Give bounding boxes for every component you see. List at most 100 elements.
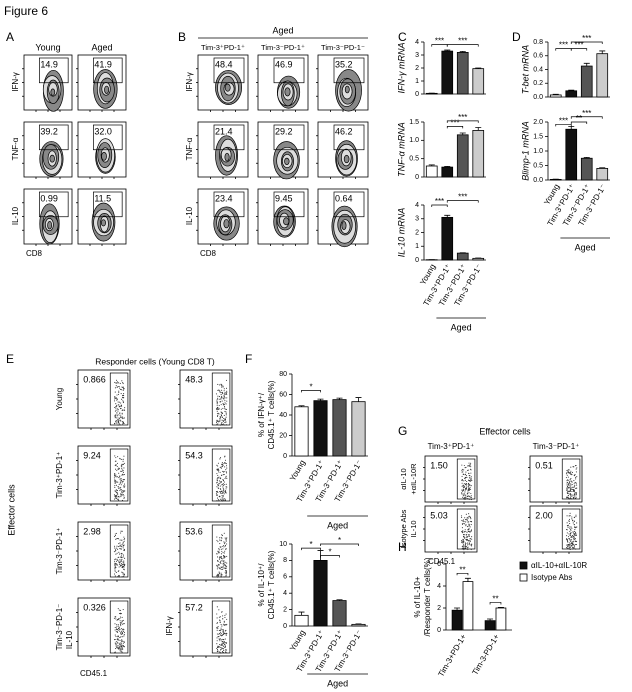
event-dot bbox=[226, 623, 228, 626]
event-dot bbox=[221, 416, 223, 418]
panel-label: F bbox=[245, 352, 252, 366]
event-dot bbox=[121, 558, 123, 560]
significance: *** bbox=[450, 119, 459, 128]
significance-bracket bbox=[555, 123, 572, 127]
event-dot bbox=[114, 638, 116, 641]
event-dot bbox=[572, 488, 574, 490]
event-dot bbox=[218, 564, 220, 566]
event-dot bbox=[463, 489, 465, 491]
event-dot bbox=[115, 626, 117, 628]
event-dot bbox=[470, 462, 472, 464]
x-tick-label: Tim-3+PD-1+ bbox=[436, 632, 468, 678]
event-dot bbox=[465, 525, 467, 527]
event-dot bbox=[216, 479, 218, 481]
gate-value: 23.4 bbox=[215, 193, 233, 203]
event-dot bbox=[568, 472, 570, 474]
event-dot bbox=[220, 566, 222, 568]
event-dot bbox=[464, 496, 466, 498]
event-dot bbox=[219, 634, 221, 636]
event-dot bbox=[466, 539, 468, 542]
event-dot bbox=[463, 531, 465, 533]
event-dot bbox=[221, 484, 223, 486]
gate-value: 2.98 bbox=[83, 526, 101, 536]
significance: * bbox=[338, 536, 341, 545]
event-dot bbox=[462, 468, 464, 470]
event-dot bbox=[123, 560, 125, 562]
event-dot bbox=[225, 408, 227, 411]
row-label: IL-10 bbox=[409, 520, 418, 537]
event-dot bbox=[567, 487, 569, 489]
event-dot bbox=[462, 484, 464, 486]
event-dot bbox=[117, 401, 119, 403]
event-dot bbox=[216, 423, 218, 425]
event-dot bbox=[566, 535, 568, 537]
event-dot bbox=[225, 471, 227, 473]
gate-value: 0.99 bbox=[40, 193, 58, 203]
event-dot bbox=[216, 464, 218, 466]
panel-label: C bbox=[398, 30, 407, 44]
event-dot bbox=[114, 396, 116, 398]
event-dot bbox=[573, 547, 575, 549]
event-dot bbox=[217, 560, 219, 562]
event-dot bbox=[218, 557, 220, 559]
event-dot bbox=[573, 544, 575, 546]
event-dot bbox=[224, 537, 226, 539]
event-dot bbox=[225, 463, 227, 465]
significance: *** bbox=[559, 41, 568, 50]
event-dot bbox=[118, 648, 120, 650]
event-dot bbox=[226, 391, 228, 393]
event-dot bbox=[123, 392, 125, 395]
event-dot bbox=[465, 476, 467, 479]
event-dot bbox=[120, 465, 122, 467]
event-dot bbox=[465, 524, 467, 526]
event-dot bbox=[222, 545, 224, 547]
event-dot bbox=[119, 613, 122, 615]
y-tick-label: 0 bbox=[415, 91, 419, 98]
event-dot bbox=[470, 480, 472, 482]
event-dot bbox=[464, 542, 466, 544]
event-dot bbox=[114, 533, 116, 535]
event-dot bbox=[123, 490, 125, 492]
event-dot bbox=[120, 484, 122, 486]
event-dot bbox=[118, 566, 120, 568]
y-tick-label: 4 bbox=[283, 590, 287, 597]
event-dot bbox=[225, 411, 227, 413]
column-header: Tim-3⁻PD-1⁺ bbox=[533, 442, 580, 451]
event-dot bbox=[225, 565, 227, 567]
event-dot bbox=[114, 387, 116, 389]
event-dot bbox=[468, 534, 470, 536]
event-dot bbox=[122, 556, 124, 558]
event-dot bbox=[118, 496, 120, 498]
event-dot bbox=[567, 472, 569, 474]
event-dot bbox=[223, 632, 225, 634]
event-dot bbox=[570, 486, 572, 488]
event-dot bbox=[223, 562, 225, 564]
event-dot bbox=[222, 563, 225, 565]
event-dot bbox=[215, 491, 218, 493]
event-dot bbox=[568, 482, 570, 484]
event-dot bbox=[465, 546, 467, 548]
event-dot bbox=[569, 487, 571, 489]
event-dot bbox=[118, 575, 120, 577]
event-dot bbox=[468, 472, 470, 474]
y-tick-label: 4 bbox=[437, 583, 441, 590]
event-dot bbox=[574, 465, 577, 467]
legend-swatch bbox=[519, 573, 528, 582]
error-bar bbox=[298, 405, 305, 407]
event-dot bbox=[466, 532, 468, 534]
event-dot bbox=[217, 574, 219, 576]
event-dot bbox=[469, 487, 471, 489]
event-dot bbox=[218, 574, 220, 577]
event-dot bbox=[120, 625, 122, 627]
y-axis-label: TNF-α mRNA bbox=[396, 122, 406, 177]
event-dot bbox=[575, 534, 577, 536]
event-dot bbox=[121, 466, 123, 468]
panel-title: Responder cells (Young CD8 T) bbox=[95, 356, 215, 366]
event-dot bbox=[470, 492, 472, 495]
y-tick-label: 8 bbox=[283, 557, 287, 564]
event-dot bbox=[463, 492, 465, 494]
event-dot bbox=[222, 498, 224, 500]
event-dot bbox=[219, 651, 221, 653]
error-bar bbox=[355, 397, 362, 402]
event-dot bbox=[216, 400, 218, 402]
